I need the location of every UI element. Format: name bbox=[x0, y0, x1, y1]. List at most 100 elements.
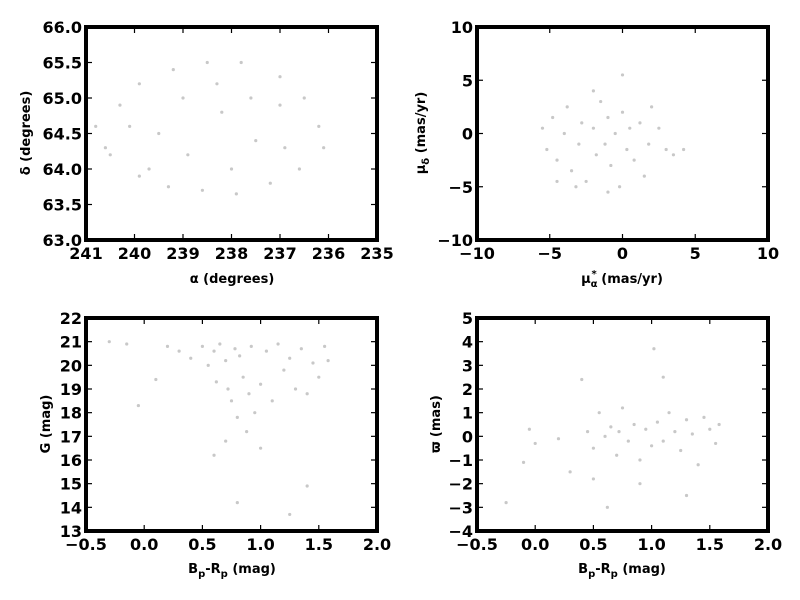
chart-2-frame bbox=[475, 25, 770, 242]
data-point bbox=[254, 139, 258, 143]
y-tick-label: 22 bbox=[60, 309, 82, 328]
y-tick-label: 63.0 bbox=[43, 231, 82, 250]
y-tick-label: 4 bbox=[462, 333, 473, 352]
data-point bbox=[226, 387, 230, 391]
x-tick-label: 1.5 bbox=[696, 535, 724, 554]
chart-4-frame bbox=[475, 316, 770, 533]
data-point bbox=[205, 60, 209, 65]
data-point bbox=[229, 399, 234, 403]
data-point bbox=[147, 167, 151, 171]
data-point bbox=[214, 380, 218, 384]
x-tick-label: 239 bbox=[166, 244, 199, 263]
data-point bbox=[107, 340, 111, 344]
y-tick-label: −5 bbox=[448, 178, 473, 197]
data-point bbox=[103, 146, 107, 150]
x-tick-label: 1.0 bbox=[246, 535, 274, 554]
data-point bbox=[652, 347, 656, 351]
data-point bbox=[591, 126, 596, 130]
x-tick-label: 241 bbox=[69, 244, 102, 263]
data-point bbox=[212, 453, 216, 457]
data-point bbox=[667, 411, 671, 415]
y-tick-label: 19 bbox=[60, 380, 82, 399]
data-point bbox=[684, 493, 689, 498]
data-point bbox=[584, 179, 588, 184]
data-point bbox=[555, 158, 559, 162]
data-point bbox=[177, 349, 181, 353]
data-point bbox=[591, 89, 596, 93]
data-point bbox=[264, 349, 269, 353]
data-point bbox=[322, 146, 326, 150]
data-point bbox=[282, 368, 286, 372]
x-tick-label: −5 bbox=[537, 244, 562, 263]
data-point bbox=[617, 185, 622, 189]
y-tick-label: −2 bbox=[448, 475, 473, 494]
data-point bbox=[585, 430, 590, 434]
data-point bbox=[603, 434, 607, 438]
data-point bbox=[671, 153, 676, 157]
x-tick-label: −0.5 bbox=[456, 535, 498, 554]
y-tick-label: 21 bbox=[60, 333, 82, 352]
chart-3-x-label: Bp-Rp (mag) bbox=[188, 562, 276, 580]
data-point bbox=[249, 344, 253, 348]
x-tick-label: 1.0 bbox=[637, 535, 665, 554]
data-point bbox=[305, 392, 309, 396]
data-point bbox=[218, 342, 222, 346]
data-point bbox=[569, 169, 574, 173]
data-point bbox=[297, 167, 301, 171]
data-point bbox=[591, 446, 596, 450]
data-point bbox=[717, 422, 721, 427]
x-tick-label: −0.5 bbox=[65, 535, 107, 554]
data-point bbox=[299, 347, 303, 351]
data-point bbox=[233, 347, 237, 351]
data-point bbox=[644, 427, 648, 431]
data-point bbox=[620, 406, 625, 410]
data-point bbox=[626, 439, 630, 443]
y-tick-label: 64.0 bbox=[43, 160, 82, 179]
data-point bbox=[599, 99, 603, 104]
chart-1-x-label: α (degrees) bbox=[190, 272, 275, 287]
data-point bbox=[714, 441, 718, 446]
data-point bbox=[603, 142, 607, 146]
data-point bbox=[224, 439, 228, 443]
data-point bbox=[326, 359, 330, 363]
x-tick-label: 235 bbox=[360, 244, 393, 263]
data-point bbox=[200, 344, 204, 348]
chart-4-points bbox=[504, 347, 721, 509]
x-tick-label: 238 bbox=[215, 244, 248, 263]
data-point bbox=[215, 82, 219, 86]
x-tick-label: 0.5 bbox=[188, 535, 216, 554]
chart-2-points bbox=[540, 73, 686, 194]
chart-3-y-label: G (mag) bbox=[39, 395, 54, 454]
data-point bbox=[661, 439, 665, 443]
data-point bbox=[551, 115, 555, 120]
data-point bbox=[650, 444, 654, 448]
data-point bbox=[317, 124, 321, 128]
data-point bbox=[613, 131, 617, 136]
data-point bbox=[682, 147, 686, 152]
data-point bbox=[283, 146, 287, 150]
data-point bbox=[620, 73, 625, 77]
data-point bbox=[94, 124, 98, 128]
data-point bbox=[597, 411, 601, 415]
data-point bbox=[565, 105, 569, 109]
chart-1-frame bbox=[84, 25, 379, 242]
y-tick-label: −3 bbox=[448, 498, 473, 517]
data-point bbox=[657, 126, 661, 130]
data-point bbox=[249, 96, 253, 100]
data-point bbox=[136, 403, 140, 408]
y-tick-label: 17 bbox=[60, 427, 82, 446]
data-point bbox=[661, 375, 665, 379]
data-point bbox=[323, 344, 327, 348]
data-point bbox=[642, 174, 646, 178]
data-point bbox=[533, 441, 537, 446]
data-point bbox=[696, 463, 700, 467]
data-point bbox=[679, 448, 683, 453]
data-point bbox=[189, 356, 193, 360]
data-point bbox=[606, 115, 610, 120]
data-point bbox=[268, 181, 272, 185]
y-tick-label: 0 bbox=[462, 125, 473, 144]
data-point bbox=[270, 399, 274, 403]
chart-3-points bbox=[107, 340, 330, 517]
y-tick-label: 63.5 bbox=[43, 196, 82, 215]
data-point bbox=[527, 427, 531, 431]
